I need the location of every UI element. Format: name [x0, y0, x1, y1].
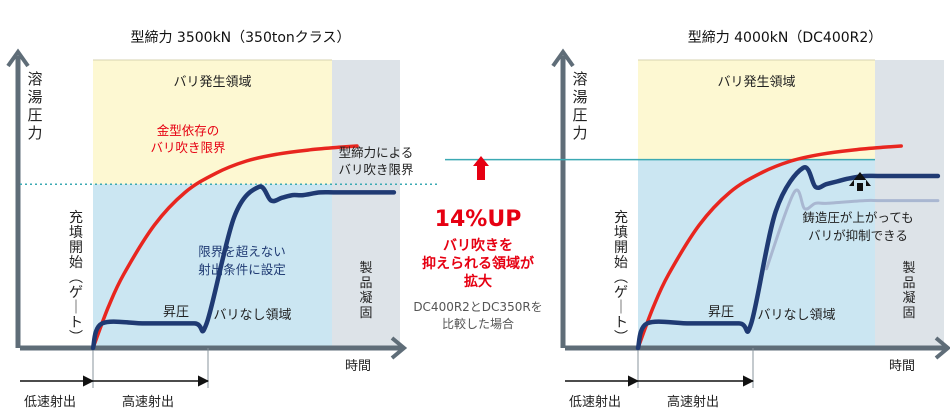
svg-text:製: 製	[359, 261, 372, 276]
svg-text:ゲ: ゲ	[614, 285, 628, 301]
solidify-zone	[875, 60, 944, 348]
headline: 14%UP	[435, 207, 522, 232]
svg-text:始: 始	[614, 255, 628, 271]
svg-text:填: 填	[69, 225, 83, 241]
flash-zone	[93, 60, 332, 185]
chart-title: 型締力 4000kN（DC400R2）	[688, 29, 883, 46]
svg-text:充: 充	[614, 210, 628, 226]
subline-2: 抑えられる領域が	[422, 255, 535, 272]
svg-text:ト: ト	[614, 315, 628, 331]
chart-title: 型締力 3500kN（350tonクラス）	[130, 29, 350, 46]
svg-text:始: 始	[69, 255, 83, 271]
x-axis-label: 時間	[345, 359, 371, 374]
clamp-limit-label-line2: バリ吹き限界	[338, 162, 414, 177]
svg-text:︶: ︶	[69, 330, 83, 346]
raise-arrow-icon	[849, 172, 871, 186]
svg-text:力: 力	[27, 124, 42, 142]
up-arrow-icon	[473, 156, 489, 180]
rise-label: 昇圧	[708, 305, 734, 320]
no-flash-zone-label: バリなし領域	[757, 307, 835, 323]
x-axis-label: 時間	[889, 359, 915, 374]
high-speed-label: 高速射出	[667, 394, 719, 410]
clamp-limit-label-line1: 型締力による	[339, 145, 414, 160]
condition-annotation-line1: 限界を超えない	[198, 244, 286, 259]
flash-zone	[638, 60, 875, 160]
svg-text:溶: 溶	[572, 70, 587, 88]
x-axis-arrow	[390, 336, 408, 360]
svg-text:開: 開	[614, 240, 628, 256]
svg-text:圧: 圧	[572, 106, 587, 124]
low-speed-label: 低速射出	[24, 394, 76, 410]
svg-text:︵: ︵	[69, 270, 83, 286]
svg-text:凝: 凝	[359, 290, 372, 306]
high-speed-label: 高速射出	[122, 394, 174, 410]
svg-text:品: 品	[902, 276, 915, 291]
svg-text:品: 品	[359, 276, 372, 291]
no-flash-zone	[638, 159, 875, 348]
die-limit-annotation-line2: バリ吹き限界	[150, 140, 226, 155]
flash-zone-label: バリ発生領域	[173, 74, 251, 90]
y-axis-arrow	[6, 48, 30, 68]
suppression-annotation-line1: 鋳造圧が上がっても	[802, 210, 913, 225]
svg-text:充: 充	[69, 210, 83, 226]
die-limit-curve	[636, 144, 903, 350]
svg-text:湯: 湯	[572, 88, 587, 106]
subline-1: バリ吹きを	[443, 237, 513, 254]
condition-annotation-line2: 射出条件に設定	[198, 262, 286, 277]
svg-text:力: 力	[572, 124, 587, 142]
svg-text:圧: 圧	[27, 106, 42, 124]
svg-text:固: 固	[902, 306, 915, 321]
svg-text:湯: 湯	[27, 88, 42, 106]
no-flash-zone-label: バリなし領域	[213, 307, 291, 323]
rise-label: 昇圧	[163, 305, 189, 320]
svg-text:｜: ｜	[614, 300, 628, 316]
svg-text:固: 固	[359, 306, 372, 321]
svg-text:｜: ｜	[69, 300, 83, 316]
die-limit-curve	[91, 144, 359, 350]
svg-text:溶: 溶	[27, 70, 42, 88]
solidify-zone	[332, 60, 400, 348]
low-speed-label: 低速射出	[569, 394, 621, 410]
suppression-annotation-line2: バリが抑制できる	[808, 228, 908, 243]
die-limit-annotation-line1: 金型依存の	[157, 123, 220, 138]
note-line1: DC400R2とDC350Rを	[413, 300, 542, 314]
svg-text:ゲ: ゲ	[69, 285, 83, 301]
svg-text:填: 填	[614, 225, 628, 241]
note-line2: 比較した場合	[442, 316, 514, 331]
flash-zone-label: バリ発生領域	[717, 74, 795, 90]
reference-pressure-curve	[765, 188, 940, 271]
raise-arrow-stem	[857, 183, 863, 191]
subline-3: 拡大	[464, 273, 492, 290]
x-axis-arrow	[934, 336, 950, 360]
svg-text:凝: 凝	[902, 290, 915, 306]
y-axis-arrow	[551, 48, 575, 68]
svg-text:︵: ︵	[614, 270, 628, 286]
svg-text:ト: ト	[69, 315, 83, 331]
svg-text:製: 製	[902, 261, 915, 276]
svg-text:開: 開	[69, 240, 83, 256]
pressure-curve	[90, 184, 397, 351]
svg-text:︶: ︶	[614, 330, 628, 346]
